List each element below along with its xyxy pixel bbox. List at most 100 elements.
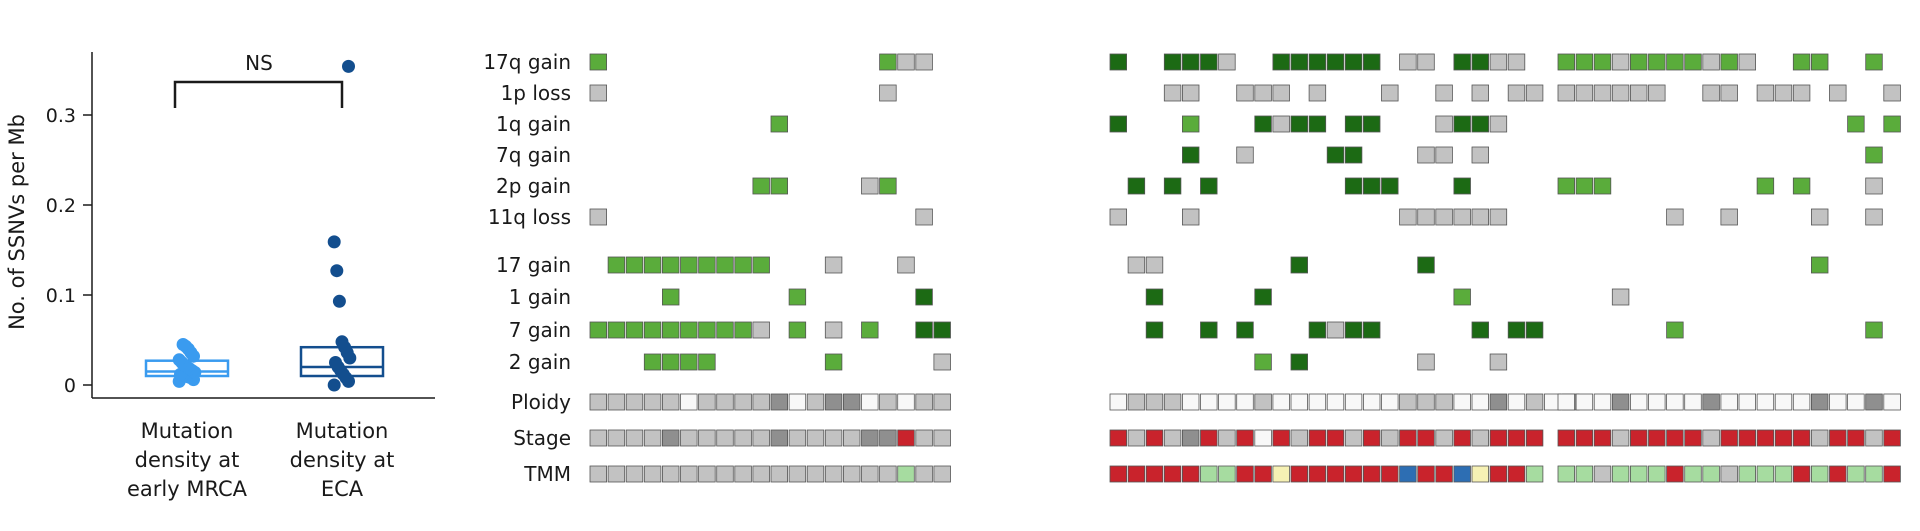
heatmap-cell: [1471, 465, 1490, 483]
heatmap-cell: [1575, 84, 1594, 102]
heatmap-cell: [1630, 53, 1648, 71]
heatmap-cell: [1883, 115, 1901, 133]
heatmap-cell: [1272, 115, 1290, 133]
heatmap-cell: [879, 53, 897, 71]
heatmap-cell: [1865, 208, 1883, 226]
heatmap-cell: [770, 465, 789, 483]
heatmap-cell: [1182, 115, 1200, 133]
heatmap-cell: [1666, 321, 1684, 339]
heatmap-cell: [1218, 53, 1236, 71]
heatmap-cell: [1308, 429, 1327, 447]
heatmap-cell: [1593, 177, 1612, 195]
heatmap-cell: [1182, 393, 1200, 411]
heatmap-cell: [698, 353, 716, 371]
heatmap-cell: [662, 288, 680, 306]
heatmap-cell: [680, 465, 698, 483]
heatmap-cell: [662, 429, 680, 447]
heatmap-cell: [1127, 465, 1146, 483]
heatmap-cell: [1774, 393, 1793, 411]
heatmap-cell: [1417, 429, 1435, 447]
heatmap-cell: [1489, 353, 1508, 371]
heatmap-cell: [915, 208, 933, 226]
heatmap-cell: [1557, 177, 1576, 195]
row-label: 1p loss: [501, 81, 571, 105]
heatmap-cell: [1290, 429, 1309, 447]
heatmap-cell: [1738, 429, 1757, 447]
heatmap-cell: [1399, 208, 1417, 226]
heatmap-cell: [680, 321, 698, 339]
heatmap-cell: [607, 256, 626, 274]
heatmap-cell: [788, 393, 807, 411]
heatmap-cell: [1702, 84, 1720, 102]
heatmap-cell: [1254, 429, 1272, 447]
heatmap-cell: [1593, 53, 1612, 71]
x-category-label: density at: [290, 448, 395, 472]
data-point: [342, 59, 355, 73]
data-point: [327, 378, 341, 392]
heatmap-cell: [1453, 465, 1471, 483]
heatmap-cell: [589, 53, 608, 71]
heatmap-cell: [662, 321, 680, 339]
x-category-label: early MRCA: [127, 477, 248, 501]
heatmap-cell: [1200, 393, 1218, 411]
heatmap-cell: [734, 465, 752, 483]
heatmap-cell: [1326, 53, 1345, 71]
heatmap-cell: [1489, 393, 1508, 411]
heatmap-cell: [1471, 84, 1490, 102]
y-tick-label: 0.2: [46, 195, 76, 217]
heatmap-cell: [1611, 53, 1630, 71]
heatmap-cell: [1290, 465, 1309, 483]
row-label: 2 gain: [509, 350, 571, 374]
heatmap-cell: [1272, 465, 1290, 483]
heatmap-cell: [1308, 115, 1327, 133]
heatmap-cell: [1254, 84, 1272, 102]
heatmap-cell: [716, 256, 734, 274]
heatmap-cell: [843, 393, 861, 411]
heatmap-cell: [1453, 393, 1471, 411]
heatmap-cell: [1557, 53, 1576, 71]
heatmap-cell: [698, 256, 716, 274]
heatmap-cell: [752, 321, 770, 339]
heatmap-cell: [1593, 429, 1612, 447]
heatmap-cell: [1109, 393, 1128, 411]
heatmap-cell: [788, 465, 807, 483]
heatmap-cell: [1575, 53, 1594, 71]
heatmap-cell: [1883, 84, 1901, 102]
heatmap-cell: [1272, 429, 1290, 447]
heatmap-cell: [1363, 321, 1381, 339]
heatmap-cell: [1666, 53, 1684, 71]
heatmap-cell: [1471, 146, 1490, 164]
heatmap-cell: [1399, 53, 1417, 71]
heatmap-cell: [607, 321, 626, 339]
heatmap-cell: [1163, 53, 1182, 71]
copy-number-heatmap: 17q gain 1p loss 1q gain 7q gain 2p gain 11q …: [483, 50, 1901, 486]
heatmap-cell: [1630, 393, 1648, 411]
heatmap-cell: [1575, 393, 1594, 411]
heatmap-cell: [1145, 256, 1164, 274]
heatmap-cell: [770, 429, 789, 447]
heatmap-cell: [1417, 53, 1435, 71]
heatmap-cell: [1489, 465, 1508, 483]
significance-bracket: [173, 80, 344, 108]
heatmap-cell: [1308, 53, 1327, 71]
heatmap-cell: [1811, 465, 1829, 483]
heatmap-cell: [752, 465, 770, 483]
heatmap-cell: [1557, 393, 1576, 411]
heatmap-cell: [1865, 321, 1883, 339]
heatmap-cell: [1236, 393, 1254, 411]
heatmap-cell: [1399, 393, 1417, 411]
heatmap-cell: [1684, 465, 1702, 483]
heatmap-cell: [1507, 84, 1526, 102]
heatmap-cell: [1811, 208, 1829, 226]
heatmap-cell: [1792, 465, 1811, 483]
heatmap-cell: [1702, 429, 1720, 447]
heatmap-cell: [824, 393, 843, 411]
heatmap-cell: [897, 429, 915, 447]
heatmap-cell: [1865, 146, 1883, 164]
heatmap-cell: [1489, 115, 1508, 133]
heatmap-cell: [752, 429, 770, 447]
y-axis-label: No. of SSNVs per Mb: [5, 114, 29, 330]
heatmap-cell: [1720, 53, 1738, 71]
heatmap-cell: [680, 393, 698, 411]
heatmap-cell: [1756, 393, 1775, 411]
